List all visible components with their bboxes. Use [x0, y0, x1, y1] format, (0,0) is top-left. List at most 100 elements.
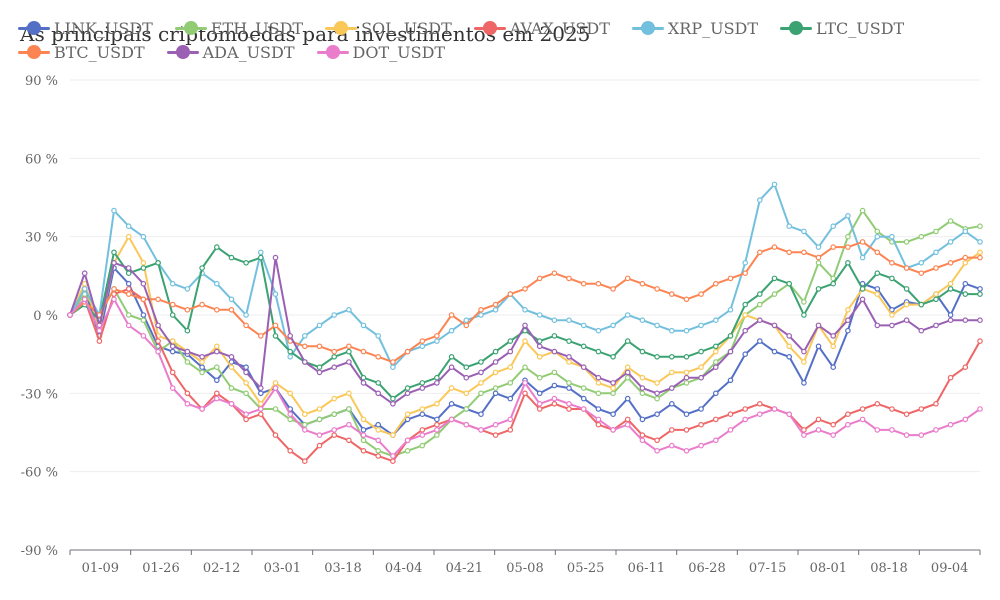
- data-point[interactable]: [698, 291, 704, 297]
- data-point[interactable]: [859, 207, 866, 214]
- data-point[interactable]: [639, 280, 646, 287]
- data-point[interactable]: [889, 312, 895, 318]
- data-point[interactable]: [346, 437, 352, 444]
- data-point[interactable]: [830, 223, 837, 230]
- data-point[interactable]: [257, 385, 264, 391]
- data-point[interactable]: [287, 353, 294, 360]
- data-point[interactable]: [492, 359, 499, 365]
- data-point[interactable]: [830, 275, 837, 282]
- data-point[interactable]: [214, 364, 220, 371]
- data-point[interactable]: [301, 333, 308, 339]
- data-point[interactable]: [551, 369, 558, 376]
- data-point[interactable]: [419, 406, 426, 412]
- data-point[interactable]: [111, 207, 117, 214]
- data-point[interactable]: [962, 291, 969, 297]
- data-point[interactable]: [977, 249, 983, 256]
- data-point[interactable]: [214, 390, 220, 397]
- data-point[interactable]: [404, 348, 411, 355]
- data-point[interactable]: [346, 406, 352, 412]
- data-point[interactable]: [390, 458, 396, 465]
- data-point[interactable]: [698, 421, 704, 428]
- data-point[interactable]: [639, 390, 646, 397]
- data-point[interactable]: [140, 296, 147, 303]
- data-point[interactable]: [551, 270, 558, 277]
- legend-item-ltc-usdt[interactable]: LTC_USDT: [780, 19, 904, 38]
- data-point[interactable]: [492, 432, 499, 438]
- data-point[interactable]: [536, 275, 543, 282]
- data-point[interactable]: [199, 353, 205, 360]
- data-point[interactable]: [566, 275, 572, 282]
- data-point[interactable]: [845, 213, 851, 219]
- data-point[interactable]: [889, 259, 895, 266]
- data-point[interactable]: [815, 343, 822, 350]
- data-point[interactable]: [155, 296, 161, 303]
- data-point[interactable]: [903, 411, 910, 418]
- data-point[interactable]: [624, 395, 631, 402]
- data-point[interactable]: [947, 312, 954, 318]
- data-point[interactable]: [566, 359, 572, 365]
- data-point[interactable]: [889, 322, 895, 329]
- data-point[interactable]: [889, 427, 895, 433]
- data-point[interactable]: [801, 249, 807, 256]
- data-point[interactable]: [815, 254, 822, 261]
- data-point[interactable]: [478, 312, 484, 318]
- data-point[interactable]: [756, 400, 763, 407]
- data-point[interactable]: [272, 385, 279, 391]
- data-point[interactable]: [595, 380, 602, 386]
- data-point[interactable]: [551, 382, 558, 389]
- data-point[interactable]: [639, 374, 646, 381]
- data-point[interactable]: [404, 411, 411, 418]
- data-point[interactable]: [522, 286, 528, 292]
- data-point[interactable]: [419, 432, 426, 438]
- data-point[interactable]: [346, 348, 352, 355]
- data-point[interactable]: [478, 390, 484, 397]
- data-point[interactable]: [668, 291, 675, 297]
- data-point[interactable]: [404, 390, 411, 397]
- data-point[interactable]: [346, 390, 352, 397]
- data-point[interactable]: [668, 442, 675, 449]
- data-point[interactable]: [566, 353, 572, 360]
- data-point[interactable]: [214, 244, 220, 250]
- data-point[interactable]: [947, 259, 954, 266]
- data-point[interactable]: [214, 348, 220, 355]
- data-point[interactable]: [830, 244, 837, 250]
- data-point[interactable]: [331, 353, 338, 360]
- data-point[interactable]: [301, 427, 308, 433]
- data-point[interactable]: [889, 406, 895, 412]
- legend-item-link-usdt[interactable]: LINK_USDT: [18, 19, 153, 38]
- data-point[interactable]: [448, 364, 455, 371]
- data-point[interactable]: [463, 364, 470, 371]
- data-point[interactable]: [889, 275, 895, 282]
- data-point[interactable]: [522, 364, 528, 371]
- data-point[interactable]: [874, 228, 881, 235]
- data-point[interactable]: [257, 254, 264, 261]
- data-point[interactable]: [566, 380, 572, 386]
- data-point[interactable]: [169, 280, 176, 287]
- data-point[interactable]: [140, 317, 147, 324]
- data-point[interactable]: [375, 421, 382, 428]
- data-point[interactable]: [96, 338, 103, 344]
- data-point[interactable]: [977, 254, 983, 261]
- data-point[interactable]: [610, 353, 616, 360]
- data-point[interactable]: [111, 296, 117, 303]
- data-point[interactable]: [845, 317, 851, 324]
- data-point[interactable]: [874, 249, 881, 256]
- legend-item-btc-usdt[interactable]: BTC_USDT: [18, 43, 145, 62]
- data-point[interactable]: [786, 343, 793, 350]
- data-point[interactable]: [228, 385, 235, 391]
- data-point[interactable]: [756, 338, 763, 344]
- data-point[interactable]: [375, 427, 382, 433]
- data-point[interactable]: [756, 291, 763, 297]
- data-point[interactable]: [434, 427, 440, 433]
- data-point[interactable]: [492, 369, 499, 376]
- data-point[interactable]: [845, 244, 851, 250]
- data-point[interactable]: [257, 400, 264, 407]
- data-point[interactable]: [111, 286, 117, 292]
- data-point[interactable]: [360, 322, 367, 329]
- data-point[interactable]: [316, 369, 323, 376]
- data-point[interactable]: [933, 322, 939, 329]
- data-point[interactable]: [903, 317, 910, 324]
- data-point[interactable]: [874, 270, 881, 277]
- data-point[interactable]: [492, 421, 499, 428]
- data-point[interactable]: [434, 421, 440, 428]
